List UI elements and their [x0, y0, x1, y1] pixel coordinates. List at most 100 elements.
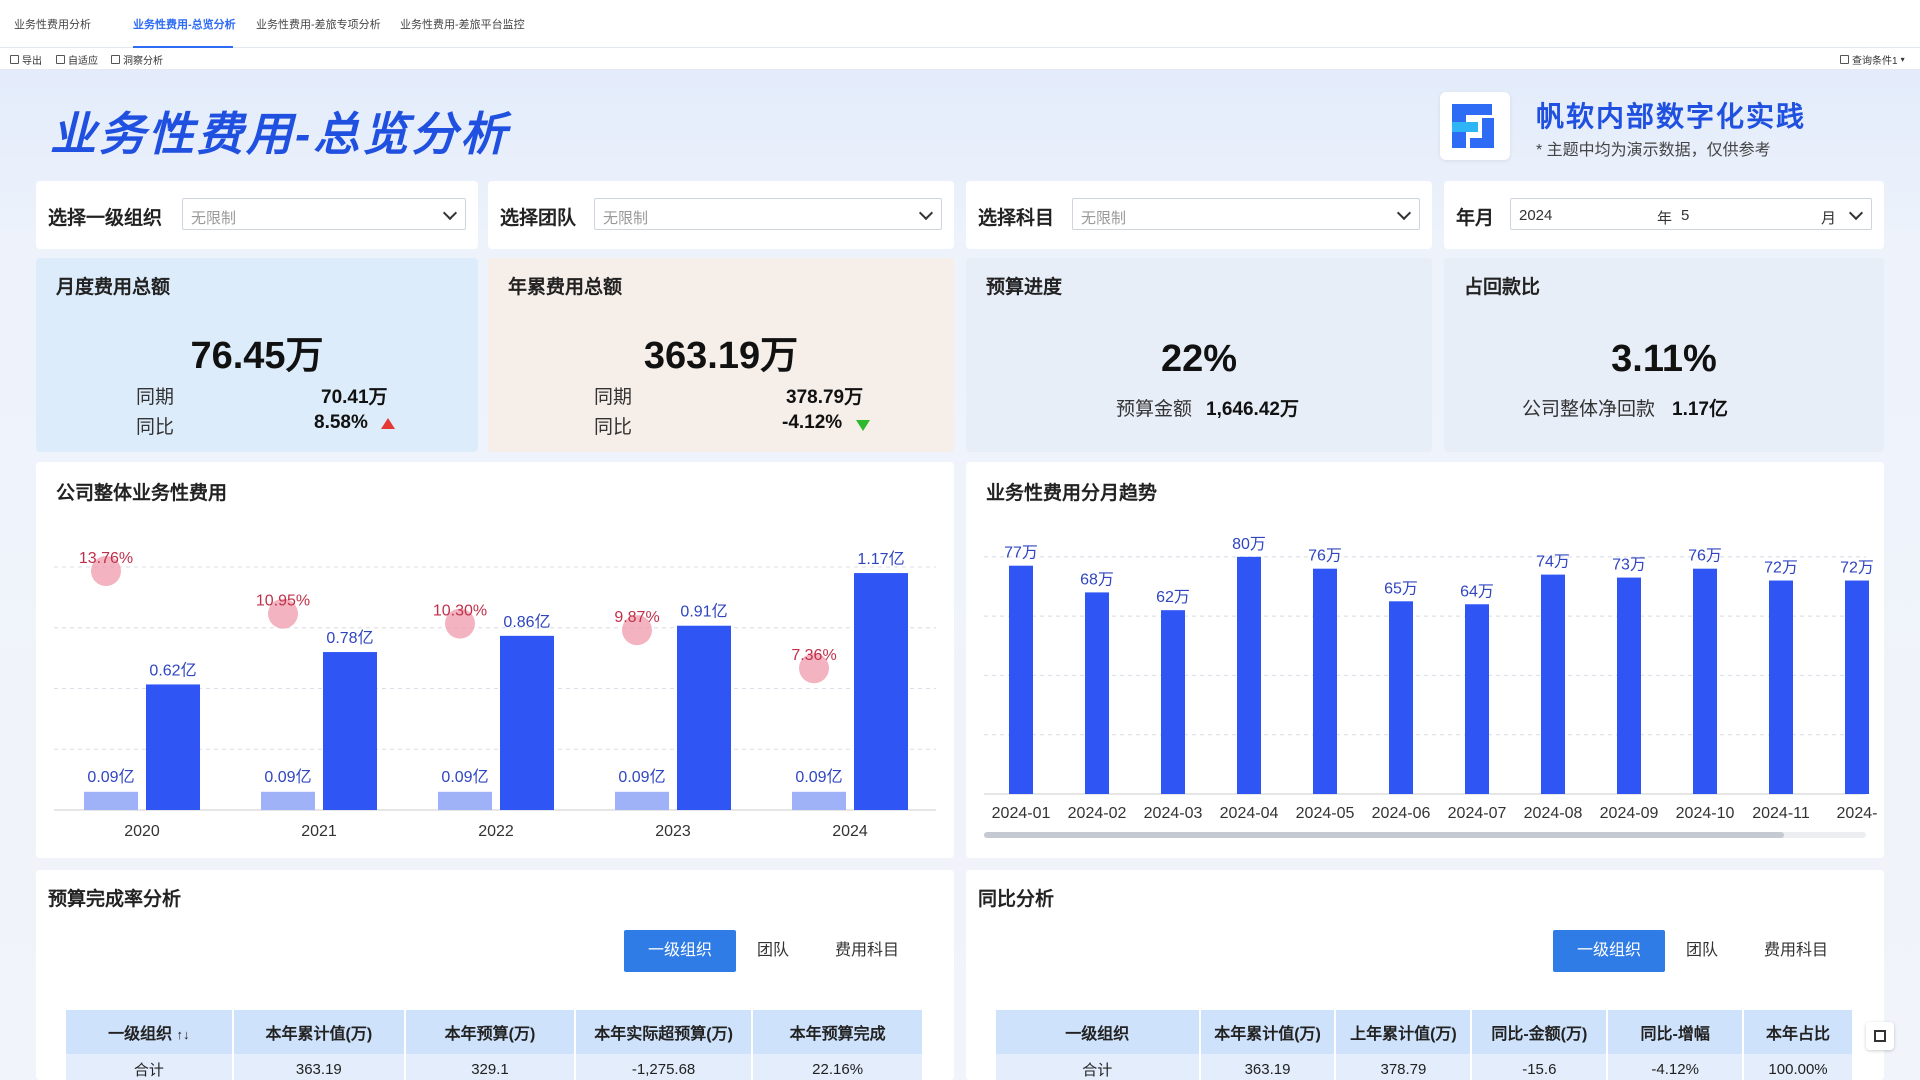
table-cell: 378.79 [1335, 1054, 1473, 1080]
bar-current [146, 684, 200, 810]
table-header-cell[interactable]: 一级组织 [996, 1010, 1201, 1054]
bar-prior [792, 791, 846, 810]
table-header-cell[interactable]: 一级组织 ↑↓ [66, 1010, 234, 1054]
table-header-cell[interactable]: 本年累计值(万) [1199, 1010, 1337, 1054]
sort-icon[interactable]: ↑↓ [176, 1027, 190, 1042]
kpi-monthly-yoy-label: 同比 [136, 417, 175, 438]
kpi-ytd-yoy-value: -4.12% [782, 412, 843, 433]
filter-subject: 选择科目 无限制 [966, 181, 1432, 249]
fullscreen-button[interactable] [1866, 1022, 1894, 1050]
ratio-label: 7.36% [791, 647, 836, 664]
x-tick-label: 2024-04 [1220, 805, 1279, 822]
table-cell: 363.19 [232, 1054, 407, 1080]
budget-segment-control: 一级组织 团队 费用科目 [624, 930, 924, 972]
table-header-cell[interactable]: 同比-增幅 [1607, 1010, 1745, 1054]
bar-label: 77万 [1004, 545, 1038, 562]
kpi-ytd-same-value: 378.79万 [786, 387, 864, 408]
page-title: 业务性费用-总览分析 [50, 108, 510, 160]
kpi-collection-sub-label: 公司整体净回款 [1522, 399, 1656, 420]
kpi-ytd-yoy-label: 同比 [594, 417, 633, 438]
budget-seg-team[interactable]: 团队 [756, 942, 789, 959]
chevron-down-icon [918, 205, 934, 221]
bar-label: 62万 [1156, 589, 1190, 606]
x-tick-label: 2021 [301, 823, 337, 840]
table-cell: 22.16% [752, 1054, 924, 1080]
table-header-cell[interactable]: 同比-金额(万) [1471, 1010, 1609, 1054]
active-tab-indicator [133, 46, 233, 48]
x-tick-label: 2024-09 [1600, 805, 1659, 822]
ratio-label: 10.30% [433, 603, 487, 620]
bar-prior [84, 791, 138, 810]
filter-year-month: 年月 2024 年 5 月 [1444, 181, 1884, 249]
ratio-bubble [622, 615, 652, 646]
table-row: 合计 363.19 378.79 -15.6 -4.12% 100.00% [996, 1054, 1854, 1080]
x-tick-label: 2023 [655, 823, 691, 840]
bar-prior-label: 0.09亿 [441, 768, 488, 786]
team-select[interactable]: 无限制 [594, 198, 942, 230]
yoy-seg-subject[interactable]: 费用科目 [1763, 942, 1828, 959]
x-tick-label: 2024-06 [1372, 805, 1431, 822]
tab-general-overview[interactable]: 业务性费用-总览分析 [133, 19, 236, 31]
table-header-cell[interactable]: 本年预算(万) [405, 1010, 576, 1054]
filter-org: 选择一级组织 无限制 [36, 181, 478, 249]
budget-seg-subject[interactable]: 费用科目 [834, 942, 899, 959]
brand-logo [1440, 92, 1510, 160]
kpi-ytd-same-label: 同期 [594, 387, 633, 408]
table-cell: -1,275.68 [574, 1054, 754, 1080]
bar [1313, 568, 1337, 794]
table-cell: 合计 [996, 1054, 1201, 1080]
chevron-down-icon [1396, 205, 1412, 221]
tab-travel-monitor[interactable]: 业务性费用-差旅平台监控 [400, 19, 525, 31]
bar-current-label: 0.62亿 [149, 661, 196, 679]
monthly-trend-panel: 业务性费用分月趋势 77万 2024-01 68万 2024-02 62万 2024-03… [966, 462, 1884, 858]
bar-label: 73万 [1612, 557, 1646, 574]
bar [1617, 577, 1641, 794]
bar-current-label: 0.86亿 [503, 613, 550, 631]
table-header-cell[interactable]: 上年累计值(万) [1335, 1010, 1473, 1054]
x-tick-label: 2024- [1837, 805, 1878, 822]
kpi-ytd-title: 年累费用总额 [508, 277, 623, 298]
ratio-label: 13.76% [79, 550, 133, 567]
kpi-collection-title: 占回款比 [1464, 277, 1541, 298]
bar-prior [261, 791, 315, 810]
org-select[interactable]: 无限制 [182, 198, 466, 230]
query-condition-button[interactable]: 查询条件1 ▾ [1840, 52, 1905, 67]
tab-overview-analysis[interactable]: 业务性费用分析 [14, 19, 91, 31]
yoy-seg-org[interactable]: 一级组织 [1553, 930, 1665, 972]
chevron-down-icon [1848, 205, 1864, 221]
table-cell: -4.12% [1607, 1054, 1745, 1080]
filter-org-label: 选择一级组织 [48, 208, 163, 229]
table-cell: 合计 [66, 1054, 234, 1080]
bar-current [677, 625, 731, 810]
ratio-bubble [445, 608, 475, 639]
org-select-placeholder: 无限制 [191, 210, 237, 227]
budget-seg-org[interactable]: 一级组织 [624, 930, 736, 972]
table-header-cell[interactable]: 本年预算完成 [752, 1010, 924, 1054]
adaptive-button[interactable]: 自适应 [56, 52, 98, 67]
bar [1845, 580, 1869, 794]
kpi-budget-sub-label: 预算金额 [1116, 399, 1193, 420]
bar-current-label: 1.17亿 [857, 550, 904, 568]
table-cell: 363.19 [1199, 1054, 1337, 1080]
year-month-select[interactable]: 2024 年 5 月 [1510, 198, 1872, 230]
table-header-cell[interactable]: 本年累计值(万) [232, 1010, 407, 1054]
tab-travel-special[interactable]: 业务性费用-差旅专项分析 [256, 19, 381, 31]
bar-prior-label: 0.09亿 [87, 768, 134, 786]
export-button[interactable]: 导出 [10, 52, 42, 67]
table-header-cell[interactable]: 本年实际超预算(万) [574, 1010, 754, 1054]
bar-label: 76万 [1308, 548, 1342, 565]
yoy-seg-team[interactable]: 团队 [1685, 942, 1718, 959]
bar [1085, 592, 1109, 794]
insight-button[interactable]: 洞察分析 [111, 52, 163, 67]
bar-prior [438, 791, 492, 810]
kpi-monthly-same-value: 70.41万 [321, 387, 388, 408]
subject-select[interactable]: 无限制 [1072, 198, 1420, 230]
toolbar: 导出 自适应 洞察分析 查询条件1 ▾ [0, 48, 1920, 70]
bar [1465, 604, 1489, 794]
ratio-bubble [91, 556, 121, 587]
fullscreen-icon [1874, 1030, 1886, 1042]
kpi-collection-card: 占回款比 3.11% 公司整体净回款 1.17亿 [1444, 258, 1884, 452]
kpi-monthly-value: 76.45万 [190, 335, 324, 377]
bar-current-label: 0.78亿 [326, 629, 373, 647]
table-header-cell[interactable]: 本年占比 [1743, 1010, 1854, 1054]
